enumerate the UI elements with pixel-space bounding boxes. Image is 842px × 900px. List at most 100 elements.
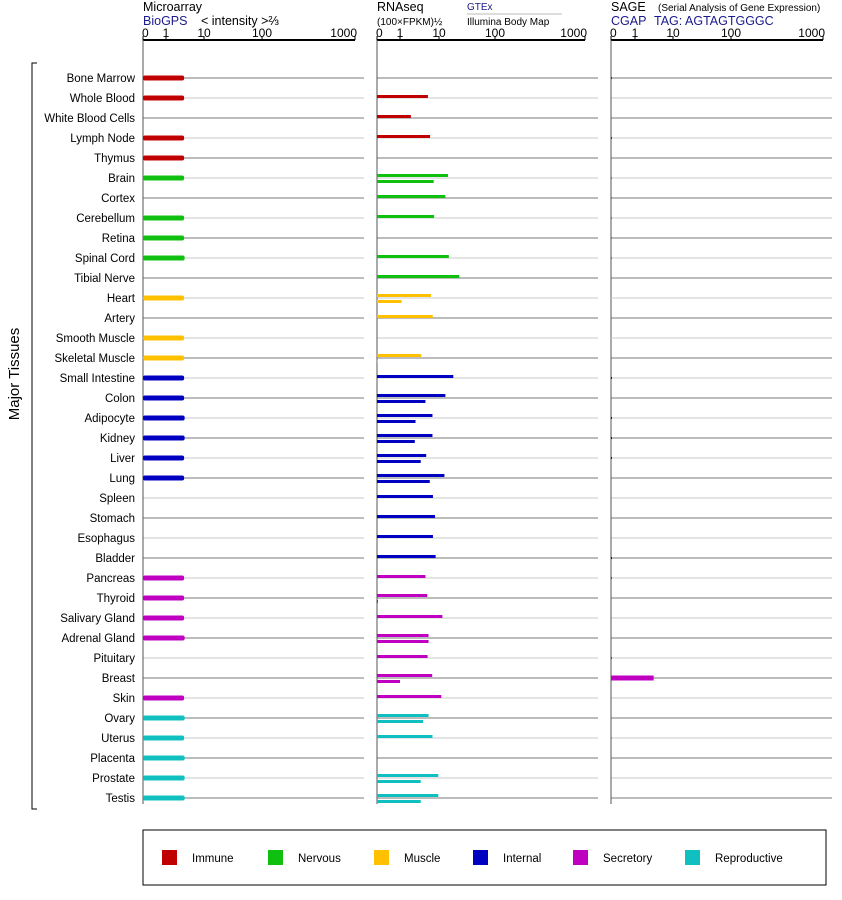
microarray-bar-kidney [143,435,185,441]
sage-bar-bladder [611,557,612,559]
rnaseq-bar-prostate [377,774,439,777]
microarray-bar-bone-marrow [143,75,185,81]
microarray-bar-brain [143,175,185,181]
rnaseq-bar-thyroid [377,594,428,597]
tissue-label: Retina [102,233,136,245]
rnaseq-tick-label: 0 [376,26,383,40]
tissue-label: Lymph Node [70,133,135,145]
legend-swatch-nervous [268,850,283,865]
sage-bar-retina [611,237,612,239]
tissue-label: Pancreas [86,573,135,585]
sage-bar-cortex [611,197,612,199]
tissue-label: Spleen [99,493,135,505]
rnaseq-title: RNAseq [377,0,424,14]
tissue-label: Bone Marrow [67,73,136,85]
tissue-label: Thymus [94,153,135,165]
tissue-label: Skeletal Muscle [54,353,135,365]
illumina-label[interactable]: Illumina Body Map [467,17,550,28]
rnaseq-tick-label: 1 [397,26,404,40]
legend-label-secretory: Secretory [603,853,652,865]
sage-tick-label: 100 [721,26,741,40]
tissue-label: Esophagus [77,533,135,545]
sage-bar-lymph-node [611,137,612,139]
sage-bar-pancreas [611,577,612,579]
tissue-label: Cerebellum [76,213,135,225]
microarray-bar-thymus [143,155,185,161]
tissue-label: Heart [107,293,136,305]
sage-bar-uterus [611,737,612,739]
microarray-bar-adipocyte [143,415,185,421]
rnaseq-bar-uterus [377,735,433,738]
rnaseq-bar-breast [377,680,400,683]
legend-label-immune: Immune [192,853,234,865]
rnaseq-bar-skeletal-muscle [377,360,378,363]
legend-box [142,829,827,886]
rnaseq-bar-cortex [377,195,446,198]
legend-label-muscle: Muscle [404,853,440,865]
tissue-label: Adipocyte [84,413,135,425]
microarray-title: Microarray [143,0,203,14]
microarray-bar-ovary [143,715,185,721]
bracket-line [31,62,37,810]
sage-tick-label: 10 [666,26,680,40]
legend-swatch-muscle [374,850,389,865]
microarray-bar-placenta [143,755,185,761]
microarray-bar-skeletal-muscle [143,355,185,361]
rnaseq-bar-adipocyte [377,414,433,417]
rnaseq-bar-pituitary [377,655,428,658]
tissue-label: Placenta [90,753,135,765]
sage-tick-label: 1000 [798,26,825,40]
rnaseq-bar-brain [377,180,434,183]
microarray-bar-colon [143,395,185,401]
cgap-label[interactable]: CGAP [611,14,646,28]
intensity-label: < intensity >⅔ [201,14,279,28]
microarray-bar-whole-blood [143,95,185,101]
sage-bar-kidney [611,437,612,439]
sage-bar-small-intestine [611,377,612,379]
legend: Immune Nervous Muscle Internal Secretory Repr… [142,829,827,886]
sage-bar-breast [611,675,654,681]
sage-subtitle: (Serial Analysis of Gene Expression) [658,3,820,14]
legend-swatch-internal [473,850,488,865]
rnaseq-bar-whole-blood [377,95,428,98]
legend-swatch-secretory [573,850,588,865]
rnaseq-bar-skeletal-muscle [377,354,422,357]
rnaseq-bar-colon [377,394,446,397]
sage-tick-label: 1 [632,26,639,40]
rnaseq-bar-esophagus [377,535,433,538]
rnaseq-bar-heart [377,294,431,297]
tissue-label: Colon [105,393,135,405]
rnaseq-bar-adrenal-gland [377,640,429,643]
panel-headers: Microarray BioGPS < intensity >⅔ RNAseq … [143,0,820,28]
tissue-label: White Blood Cells [44,113,135,125]
sage-bar-brain [611,177,612,179]
rnaseq-bar-pancreas [377,575,426,578]
microarray-bar-smooth-muscle [143,335,185,341]
major-tissues-bracket: Major Tissues [6,62,37,810]
biogps-label[interactable]: BioGPS [143,14,187,28]
microarray-tick-label: 1 [163,26,170,40]
tissue-label: Smooth Muscle [56,333,135,345]
rnaseq-bar-bladder [377,555,436,558]
rnaseq-bar-tibial-nerve [377,275,460,278]
microarray-tick-label: 10 [197,26,211,40]
tissue-label: Ovary [104,713,135,725]
tissue-label: Whole Blood [70,93,135,105]
microarray-bar-cerebellum [143,215,185,221]
microarray-bar-liver [143,455,185,461]
rnaseq-bar-ovary [377,720,424,723]
rnaseq-bar-kidney [377,434,433,437]
rnaseq-bar-spinal-cord [377,255,449,258]
rnaseq-bar-kidney [377,440,415,443]
tissue-label: Stomach [90,513,135,525]
microarray-bar-uterus [143,735,185,741]
expression-bars [143,75,654,803]
rnaseq-tick-label: 1000 [560,26,587,40]
rnaseq-bar-liver [377,460,421,463]
sage-bar-smooth-muscle [611,337,612,339]
gtex-label[interactable]: GTEx [467,2,493,13]
rnaseq-bar-skin [377,695,442,698]
tissue-label: Breast [102,673,136,685]
rnaseq-tick-label: 100 [485,26,505,40]
microarray-tick-label: 1000 [330,26,357,40]
